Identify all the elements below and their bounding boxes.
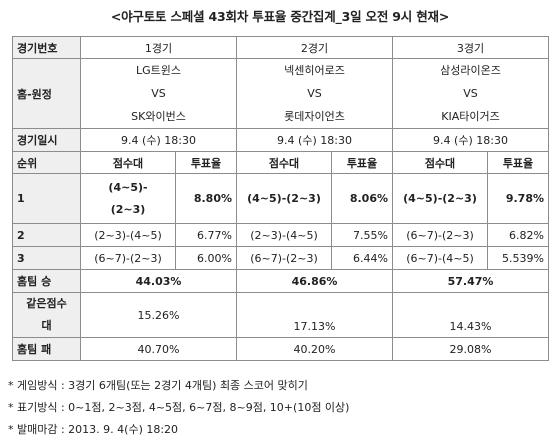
game2-matchup: 넥센히어로즈 VS 롯데자이언츠 [236, 58, 393, 129]
game2-home-loss: 40.20% [236, 337, 393, 361]
rank-2-label: 2 [12, 223, 81, 247]
game1-rank2-score: (2~3)-(4~5) [80, 223, 176, 247]
game2-rate-header: 투표율 [331, 151, 393, 174]
game3-date: 9.4 (수) 18:30 [392, 128, 549, 152]
game2-vs: VS [307, 87, 322, 100]
footnotes: * 게임방식 : 3경기 6개팀(또는 2경기 4개팀) 최종 스코어 맞히기 … [8, 375, 553, 441]
game1-rank3-score: (6~7)-(2~3) [80, 246, 176, 270]
row-rank-3: 3 (6~7)-(2~3) 6.00% (6~7)-(2~3) 6.44% (6… [12, 246, 549, 270]
row-rank-1: 1 (4~5)- (2~3) 8.80% (4~5)-(2~3) 8.06% (… [12, 173, 549, 224]
game3-home-team: 삼성라이온즈 [440, 64, 501, 77]
game3-rank3-rate: 5.539% [487, 246, 549, 270]
game3-rank1-score: (4~5)-(2~3) [392, 173, 488, 224]
row-home-win: 홈팀 승 44.03% 46.86% 57.47% [12, 269, 549, 293]
note-game-method: * 게임방식 : 3경기 6개팀(또는 2경기 4개팀) 최종 스코어 맞히기 [8, 379, 308, 392]
game1-rank1-rate: 8.80% [175, 173, 237, 224]
label-rank: 순위 [12, 151, 81, 174]
rank-1-label: 1 [12, 173, 81, 224]
game1-rank2-rate: 6.77% [175, 223, 237, 247]
game1-away-team: SK와이번스 [131, 110, 186, 123]
game3-rank1-rate: 9.78% [487, 173, 549, 224]
label-draw-line2: 대 [41, 319, 52, 332]
game1-number: 1경기 [80, 36, 237, 59]
game1-rank1-score-line1: (4~5)- [108, 180, 148, 194]
row-draw: 같은점수 대 15.26% 17.13% 14.43% [12, 292, 549, 338]
game2-home-team: 넥센히어로즈 [284, 64, 345, 77]
game3-vs: VS [463, 87, 478, 100]
rank-3-label: 3 [12, 246, 81, 270]
game1-date: 9.4 (수) 18:30 [80, 128, 237, 152]
game3-rank2-score: (6~7)-(2~3) [392, 223, 488, 247]
game3-rank3-score: (6~7)-(4~5) [392, 246, 488, 270]
game2-rank3-rate: 6.44% [331, 246, 393, 270]
game1-home-win: 44.03% [80, 269, 237, 293]
game1-rate-header: 투표율 [175, 151, 237, 174]
game2-date: 9.4 (수) 18:30 [236, 128, 393, 152]
game2-rank1-score: (4~5)-(2~3) [236, 173, 332, 224]
game2-number: 2경기 [236, 36, 393, 59]
game3-number: 3경기 [392, 36, 549, 59]
game2-rank3-score: (6~7)-(2~3) [236, 246, 332, 270]
row-game-number: 경기번호 1경기 2경기 3경기 [12, 36, 549, 59]
game2-home-win: 46.86% [236, 269, 393, 293]
note-deadline: * 발매마감 : 2013. 9. 4(수) 18:20 [8, 423, 179, 436]
game1-rank1-score: (4~5)- (2~3) [80, 173, 176, 224]
row-subheader: 순위 점수대 투표율 점수대 투표율 점수대 투표율 [12, 151, 549, 174]
game1-rank3-rate: 6.00% [175, 246, 237, 270]
game3-rank2-rate: 6.82% [487, 223, 549, 247]
label-draw: 같은점수 대 [12, 292, 81, 338]
game3-home-loss: 29.08% [392, 337, 549, 361]
game3-matchup: 삼성라이온즈 VS KIA타이거즈 [392, 58, 549, 129]
label-game-number: 경기번호 [12, 36, 81, 59]
label-home-loss: 홈팀 패 [12, 337, 81, 361]
game2-rank1-rate: 8.06% [331, 173, 393, 224]
game1-vs: VS [151, 87, 166, 100]
game3-draw: 14.43% [392, 292, 549, 338]
game3-away-team: KIA타이거즈 [441, 110, 500, 123]
game2-away-team: 롯데자이언츠 [284, 110, 345, 123]
game1-home-team: LG트윈스 [135, 64, 181, 77]
game1-home-loss: 40.70% [80, 337, 237, 361]
game2-score-header: 점수대 [236, 151, 332, 174]
game2-draw: 17.13% [236, 292, 393, 338]
game3-score-header: 점수대 [392, 151, 488, 174]
page-title: <야구토토 스페셜 43회차 투표율 중간집계_3일 오전 9시 현재> [110, 9, 450, 24]
game1-rank1-score-line2: (2~3) [110, 202, 146, 216]
game1-matchup: LG트윈스 VS SK와이번스 [80, 58, 237, 129]
game2-rank2-rate: 7.55% [331, 223, 393, 247]
row-date: 경기일시 9.4 (수) 18:30 9.4 (수) 18:30 9.4 (수)… [12, 128, 549, 152]
label-date: 경기일시 [12, 128, 81, 152]
note-notation: * 표기방식 : 0~1점, 2~3점, 4~5점, 6~7점, 8~9점, 1… [8, 401, 350, 414]
game2-rank2-score: (2~3)-(4~5) [236, 223, 332, 247]
row-matchup: 홈-원정 LG트윈스 VS SK와이번스 넥센히어로즈 VS 롯데자이언츠 삼성… [12, 58, 549, 129]
row-rank-2: 2 (2~3)-(4~5) 6.77% (2~3)-(4~5) 7.55% (6… [12, 223, 549, 247]
vote-table: 경기번호 1경기 2경기 3경기 홈-원정 LG트윈스 VS SK와이번스 넥센… [12, 36, 549, 361]
row-home-loss: 홈팀 패 40.70% 40.20% 29.08% [12, 337, 549, 361]
label-home-away: 홈-원정 [12, 58, 81, 129]
game1-score-header: 점수대 [80, 151, 176, 174]
label-home-win: 홈팀 승 [12, 269, 81, 293]
label-draw-line1: 같은점수 [26, 297, 67, 310]
game3-home-win: 57.47% [392, 269, 549, 293]
game3-rate-header: 투표율 [487, 151, 549, 174]
game1-draw: 15.26% [80, 292, 237, 338]
